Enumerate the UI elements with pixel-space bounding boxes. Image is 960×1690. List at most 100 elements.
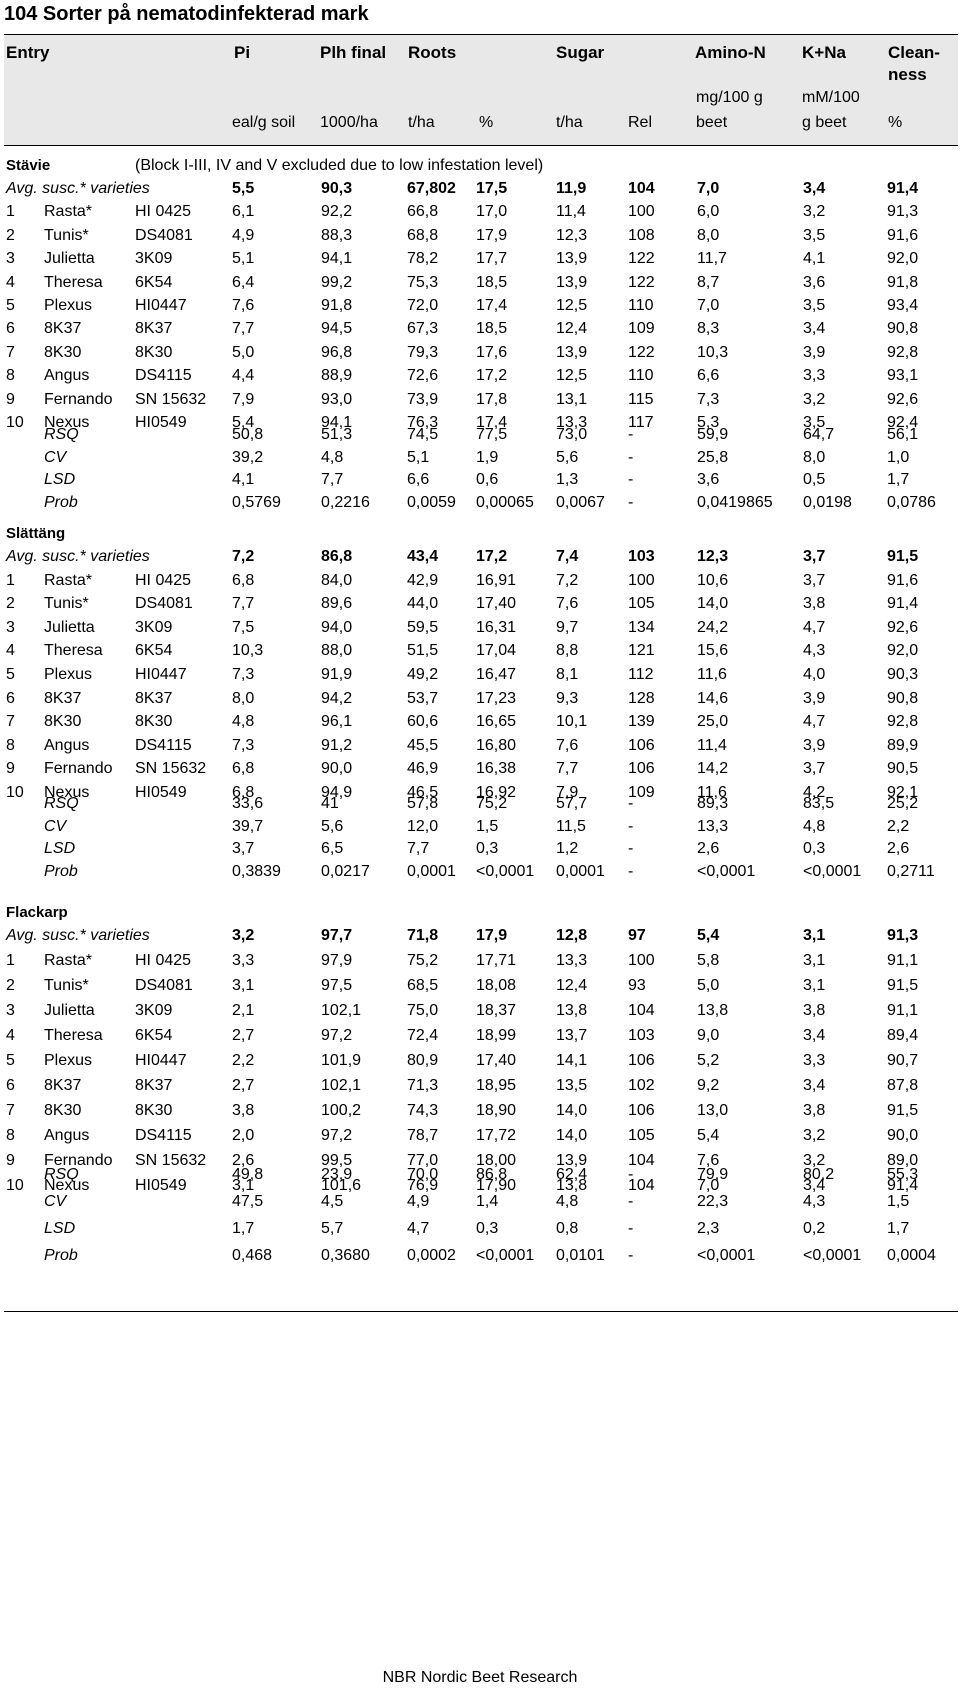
table-cell: 91,1 [887,1002,919,1019]
table-cell: 4 [6,273,15,291]
table-cell: 46,9 [407,760,439,778]
stat-cell: 0,3680 [321,1247,370,1264]
table-cell: 109 [628,784,655,801]
table-cell: 2,1 [232,1002,255,1019]
table-cell: 10,1 [556,713,588,731]
table-cell: 76,9 [407,1177,439,1194]
stat-cell: 0,00065 [476,493,534,511]
table-cell: 16,31 [476,618,517,636]
table-cell: 16,38 [476,760,517,778]
table-cell: 99,5 [321,1152,353,1169]
table-cell: 90,8 [887,689,919,707]
stat-label: CV [44,1193,67,1210]
table-cell: 4,2 [803,784,826,801]
table-cell: 6,8 [232,571,255,589]
table-cell: 3 [6,250,15,268]
avg-cell: 91,5 [887,548,919,565]
table-cell: 13,5 [556,1077,588,1094]
table-cell: 74,3 [407,1102,439,1119]
table-cell: 3,4 [803,1077,826,1094]
table-cell: 16,91 [476,571,517,589]
stat-cell: 2,3 [697,1220,720,1237]
stat-cell: 7,7 [407,840,430,857]
stat-cell: - [628,840,634,857]
table-cell: 88,9 [321,367,353,385]
table-cell: HI 0425 [135,952,192,969]
stat-cell: 62,4 [556,1166,588,1183]
table-cell: 17,4 [476,414,508,431]
table-cell: 91,6 [887,226,919,244]
col-entry: Entry [6,43,50,62]
table-cell: 91,1 [887,952,919,969]
table-cell: 3,6 [803,273,826,291]
table-cell: 4 [6,642,15,660]
stat-cell: <0,0001 [803,862,862,880]
stat-cell: 13,3 [697,817,729,835]
table-cell: 139 [628,713,655,731]
table-cell: DS4081 [135,977,193,994]
table-cell: 3,5 [803,226,826,244]
stat-cell: 51,3 [321,426,353,443]
table-cell: 2,7 [232,1027,255,1044]
table-cell: 8,1 [556,666,579,683]
table-cell: 106 [628,1052,655,1069]
stat-cell: 1,5 [476,817,499,835]
table-cell: 2,7 [232,1077,255,1094]
table-cell: 5,4 [232,414,255,431]
table-cell: 18,08 [476,977,517,994]
avg-cell: 97,7 [321,927,353,944]
avg-cell: 3,7 [803,548,826,565]
table-cell: 12,5 [556,367,588,385]
table-cell: 13,9 [556,1152,588,1169]
table-cell: 3,1 [803,952,826,969]
avg-cell: 97 [628,927,646,944]
table-cell: 110 [628,367,654,385]
stat-cell: 4,5 [321,1193,344,1210]
table-cell: 3,2 [803,1127,826,1144]
stat-cell: 12,0 [407,817,439,835]
table-cell: 4,3 [803,642,826,660]
table-cell: 91,8 [887,273,919,291]
table-cell: 8K37 [135,1077,173,1094]
table-cell: 18,00 [476,1152,517,1169]
table-cell: 7,3 [232,666,255,683]
table-cell: 75,0 [407,1002,439,1019]
table-cell: 17,71 [476,952,517,969]
table-cell: Plexus [44,297,93,314]
table-cell: 16,92 [476,784,517,801]
stat-cell: 0,6 [476,471,499,488]
table-cell: 10,3 [232,642,264,660]
table-cell: 7,7 [232,320,255,338]
table-cell: Fernando [44,390,113,408]
stat-cell: 7,7 [321,471,344,488]
table-cell: 2 [6,595,15,613]
table-cell: 4,0 [803,666,826,683]
table-cell: 91,8 [321,297,353,314]
table-cell: 3,2 [803,1152,826,1169]
table-cell: 106 [628,760,655,778]
table-cell: 105 [628,595,655,613]
table-cell: 25,0 [697,713,729,731]
table-cell: 68,8 [407,226,439,244]
table-cell: 90,0 [321,760,353,778]
table-cell: Nexus [44,784,90,801]
stat-cell: - [628,426,634,443]
table-cell: 122 [628,273,655,291]
table-cell: 91,3 [887,203,919,221]
stat-cell: - [628,817,634,835]
stat-cell: 5,6 [556,448,579,466]
stat-cell: 3,7 [232,840,255,857]
table-cell: 102 [628,1077,655,1094]
stat-cell: 4,8 [556,1193,579,1210]
stat-cell: 0,0101 [556,1247,605,1264]
table-cell: 3,2 [803,390,826,408]
table-cell: Angus [44,1127,90,1144]
table-cell: 93 [628,977,646,994]
table-cell: 92,6 [887,390,919,408]
table-cell: 92,6 [887,618,919,636]
table-cell: 1 [6,952,15,969]
table-cell: HI 0425 [135,203,192,221]
table-cell: 13,3 [556,414,588,431]
table-cell: 88,0 [321,642,353,660]
table-cell: 92,0 [887,642,919,660]
